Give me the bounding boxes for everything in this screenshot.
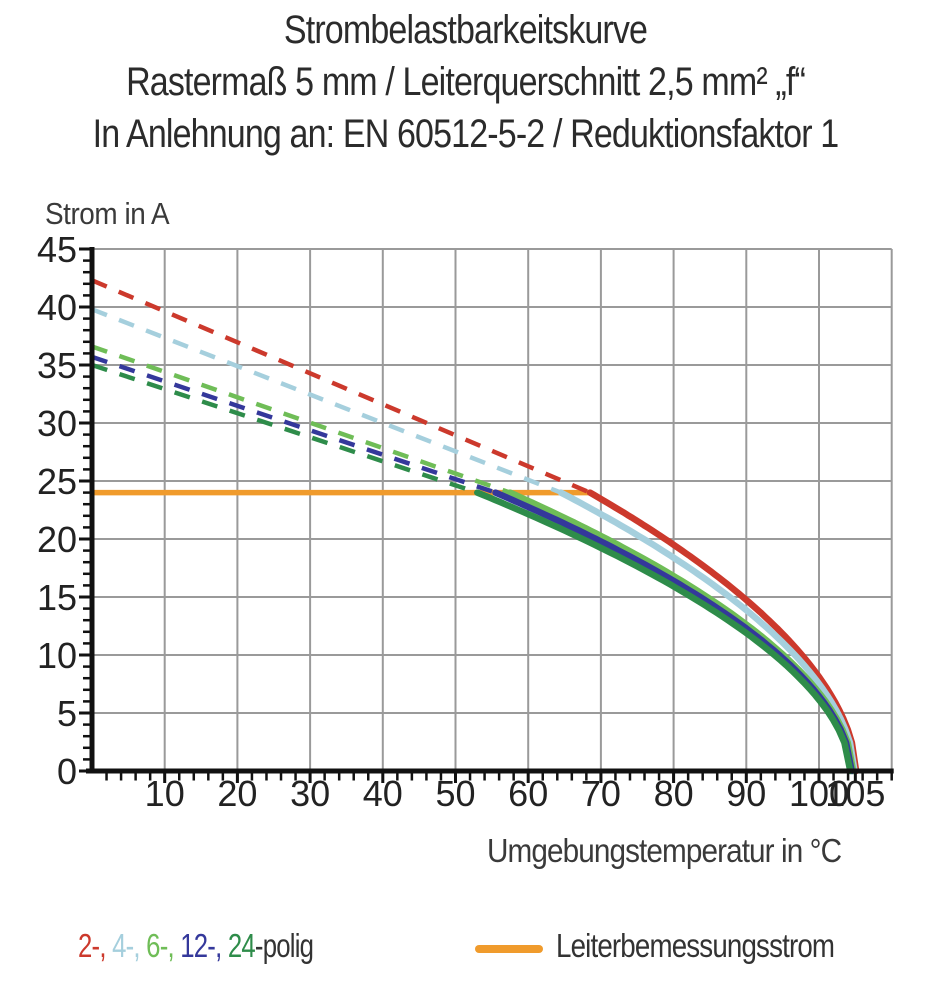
legend-token-12polig: 12-, xyxy=(180,927,228,964)
x-tick-label: 20 xyxy=(217,773,257,814)
series-solid-24-polig xyxy=(474,489,854,775)
series-dashed-24-polig xyxy=(91,362,479,495)
series-dashed-2-polig xyxy=(91,278,591,495)
series-solid-4-polig xyxy=(557,489,858,775)
y-tick-label: 5 xyxy=(57,693,77,734)
x-tick-label: 70 xyxy=(581,773,621,814)
x-tick-label: 40 xyxy=(363,773,403,814)
y-axis-title: Strom in A xyxy=(45,196,170,231)
y-tick-label: 20 xyxy=(37,519,77,560)
rated-current-swatch xyxy=(475,945,543,953)
x-tick-label: 90 xyxy=(726,773,766,814)
x-axis-title: Umgebungstemperatur in °C xyxy=(487,832,842,869)
chart-subtitle-1: Rastermaß 5 mm / Leiterquerschnitt 2,5 m… xyxy=(126,60,806,104)
x-tick-label: 10 xyxy=(145,773,185,814)
x-tick-label: 50 xyxy=(435,773,475,814)
legend-token-2polig: 2-, xyxy=(78,927,113,964)
chart-title-block: Strombelastbarkeitskurve Rastermaß 5 mm … xyxy=(70,4,861,160)
x-tick-label: 80 xyxy=(654,773,694,814)
legend-token-6polig: 6-, xyxy=(146,927,181,964)
chart-title: Strombelastbarkeitskurve xyxy=(283,8,648,52)
y-tick-label: 35 xyxy=(37,345,77,386)
x-tick-label: 30 xyxy=(290,773,330,814)
y-tick-label: 10 xyxy=(37,635,77,676)
series-dashed-4-polig xyxy=(91,307,562,495)
chart-subtitle-2: In Anlehnung an: EN 60512-5-2 / Reduktio… xyxy=(92,112,840,156)
series-solid-2-polig xyxy=(586,489,860,775)
y-tick-label: 30 xyxy=(37,403,77,444)
x-tick-label: 105 xyxy=(825,773,885,814)
x-tick-label: 60 xyxy=(508,773,548,814)
y-tick-label: 0 xyxy=(57,751,77,792)
legend-token-24polig: 24 xyxy=(227,927,256,964)
y-tick-label: 15 xyxy=(37,577,77,618)
series-dashed-6-polig xyxy=(91,344,511,495)
series-dashed-12-polig xyxy=(91,354,497,495)
x-tick-label: 100 xyxy=(789,773,849,814)
legend-token-4polig: 4-, xyxy=(112,927,147,964)
y-tick-label: 45 xyxy=(37,229,77,270)
rated-current-label: Leiterbemessungsstrom xyxy=(556,927,835,964)
series-solid-6-polig xyxy=(506,489,857,775)
legend-token-polig-suffix: -polig xyxy=(254,927,314,964)
legend-pole-counts: 2-, 4-, 6-, 12-, 24-polig xyxy=(78,927,314,965)
y-tick-label: 40 xyxy=(37,287,77,328)
y-tick-label: 25 xyxy=(37,461,77,502)
